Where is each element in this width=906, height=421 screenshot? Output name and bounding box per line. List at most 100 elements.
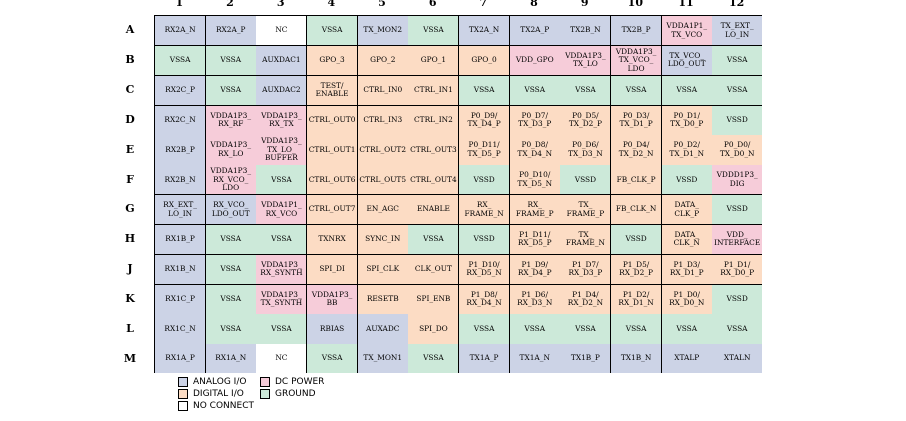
- pin-cell-b11: TX_VCO_ LDO_OUT: [661, 45, 713, 77]
- pin-cell-l8: VSSA: [509, 314, 561, 345]
- pin-cell-f5: CTRL_OUT5: [357, 165, 409, 196]
- column-number-10: 10: [627, 0, 643, 9]
- pin-cell-h4: TXNRX: [307, 224, 359, 256]
- row-label-f: F: [126, 172, 134, 186]
- pin-cell-m11: XTALP: [661, 344, 713, 373]
- pin-cell-d4: CTRL_OUT0: [307, 105, 359, 136]
- pin-cell-m12: XTALN: [712, 344, 762, 373]
- pin-cell-c5: CTRL_IN0: [357, 75, 409, 106]
- pin-grid: RX2A_N RX2A_P NC VSSA TX_MON2 VSSA TX2A_N TX2A_…: [154, 15, 762, 373]
- pin-cell-f3: VSSA: [256, 165, 308, 196]
- pin-cell-m5: TX_MON1: [357, 344, 409, 373]
- pin-cell-f8: P0_D10/ TX_D5_N: [509, 165, 561, 196]
- pin-cell-b1: VSSA: [155, 45, 207, 77]
- pin-cell-f11: VSSD: [661, 165, 713, 196]
- pin-cell-d1: RX2C_N: [155, 105, 207, 136]
- column-number-5: 5: [378, 0, 386, 9]
- pin-cell-m3: NC: [256, 344, 308, 373]
- pin-cell-h1: RX1B_P: [155, 224, 207, 256]
- pin-cell-b3: AUXDAC1: [256, 45, 308, 77]
- pin-cell-m9: TX1B_P: [560, 344, 612, 373]
- pin-cell-h5: SYNC_IN: [357, 224, 409, 256]
- pin-cell-c8: VSSA: [509, 75, 561, 106]
- pin-cell-c11: VSSA: [661, 75, 713, 106]
- pin-cell-k8: P1_D6/ RX_D3_N: [509, 284, 561, 315]
- pin-cell-c9: VSSA: [560, 75, 612, 106]
- pin-cell-l10: VSSA: [611, 314, 663, 345]
- legend: ANALOG I/O DC POWER DIGITAL I/O GROUND NO CO…: [178, 376, 348, 412]
- pin-cell-k5: RESETB: [357, 284, 409, 315]
- pin-cell-e7: P0_D11/ TX_D5_P: [459, 135, 511, 166]
- pin-cell-m10: TX1B_N: [611, 344, 663, 373]
- pin-cell-l9: VSSA: [560, 314, 612, 345]
- pin-cell-j4: SPI_DI: [307, 254, 359, 285]
- pin-cell-a6: VSSA: [408, 16, 460, 47]
- column-header-row: 1 2 3 4 5 6 7 8 9 10 11 12: [154, 0, 762, 9]
- pin-cell-a9: TX2B_N: [560, 16, 612, 47]
- pin-cell-e2: VDDA1P3_ RX_LO: [205, 135, 257, 166]
- legend-item-digital: DIGITAL I/O: [178, 388, 244, 399]
- pin-cell-g9: TX_ FRAME_P: [560, 195, 612, 226]
- pin-cell-g8: RX_ FRAME_P: [509, 195, 561, 226]
- row-label-m: M: [123, 351, 137, 365]
- column-number-1: 1: [175, 0, 184, 9]
- row-label-a: A: [125, 23, 135, 37]
- legend-item-analog: ANALOG I/O: [178, 376, 246, 387]
- legend-label: ANALOG I/O: [193, 376, 247, 387]
- pin-cell-b12: VSSA: [712, 45, 762, 77]
- pin-cell-j10: P1_D5/ RX_D2_P: [611, 254, 663, 285]
- pin-cell-e11: P0_D2/ TX_D1_N: [661, 135, 713, 166]
- pin-cell-l3: VSSA: [256, 314, 308, 345]
- pin-cell-k7: P1_D8/ RX_D4_N: [459, 284, 511, 315]
- column-number-9: 9: [580, 0, 589, 9]
- pin-cell-m6: VSSA: [408, 344, 460, 373]
- pin-cell-d9: P0_D5/ TX_D2_P: [560, 105, 612, 136]
- pin-cell-j11: P1_D3/ RX_D1_P: [661, 254, 713, 285]
- pin-cell-a8: TX2A_P: [509, 16, 561, 47]
- pin-cell-m7: TX1A_P: [459, 344, 511, 373]
- pin-cell-d5: CTRL_IN3: [357, 105, 409, 136]
- pin-cell-f1: RX2B_N: [155, 165, 207, 196]
- pin-cell-j1: RX1B_N: [155, 254, 207, 285]
- pin-cell-e8: P0_D8/ TX_D4_N: [509, 135, 561, 166]
- row-label-b: B: [125, 53, 135, 67]
- row-label-d: D: [125, 112, 135, 126]
- column-number-12: 12: [729, 0, 745, 9]
- pin-cell-f7: VSSD: [459, 165, 511, 196]
- pin-cell-e9: P0_D6/ TX_D3_N: [560, 135, 612, 166]
- pin-cell-e5: CTRL_OUT2: [357, 135, 409, 166]
- pin-cell-g11: DATA_ CLK_P: [661, 195, 713, 226]
- pin-cell-h8: P1_D11/ RX_D5_P: [509, 224, 561, 256]
- column-number-6: 6: [428, 0, 437, 9]
- pin-cell-b4: GPO_3: [307, 45, 359, 77]
- row-label-l: L: [126, 321, 134, 335]
- legend-swatch-ground: [260, 388, 270, 399]
- pin-cell-l6: SPI_DO: [408, 314, 460, 345]
- column-number-7: 7: [479, 0, 488, 9]
- pin-cell-k2: VSSA: [205, 284, 257, 315]
- pin-cell-a4: VSSA: [307, 16, 359, 47]
- pin-cell-a2: RX2A_P: [205, 16, 257, 47]
- pin-cell-f9: VSSD: [560, 165, 612, 196]
- pin-cell-j6: CLK_OUT: [408, 254, 460, 285]
- pin-cell-f4: CTRL_OUT6: [307, 165, 359, 196]
- pin-cell-d11: P0_D1/ TX_D0_P: [661, 105, 713, 136]
- row-label-e: E: [125, 142, 135, 156]
- pin-cell-d3: VDDA1P3_ RX_TX: [256, 105, 308, 136]
- pin-cell-k4: VDDA1P3_ BB: [307, 284, 359, 315]
- pin-cell-e3: VDDA1P3_ TX_LO_ BUFFER: [256, 135, 308, 166]
- pin-cell-d10: P0_D3/ TX_D1_P: [611, 105, 663, 136]
- pin-cell-h6: VSSA: [408, 224, 460, 256]
- pin-cell-h2: VSSA: [205, 224, 257, 256]
- pin-cell-l4: RBIAS: [307, 314, 359, 345]
- pin-cell-b6: GPO_1: [408, 45, 460, 77]
- pin-cell-h12: VDD_ INTERFACE: [712, 224, 762, 256]
- pin-cell-e10: P0_D4/ TX_D2_N: [611, 135, 663, 166]
- pin-cell-a5: TX_MON2: [357, 16, 409, 47]
- pin-cell-g2: RX_VCO_ LDO_OUT: [205, 195, 257, 226]
- pin-cell-k1: RX1C_P: [155, 284, 207, 315]
- pin-cell-a12: TX_EXT_ LO_IN: [712, 16, 762, 47]
- pin-cell-e4: CTRL_OUT1: [307, 135, 359, 166]
- pin-cell-f2: VDDA1P3_ RX_VCO_ LDO: [205, 165, 257, 196]
- column-number-2: 2: [226, 0, 234, 9]
